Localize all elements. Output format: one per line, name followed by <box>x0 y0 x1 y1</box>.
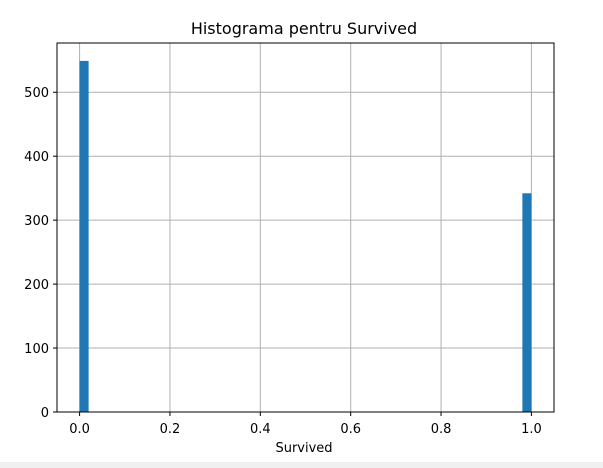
chart-title: Histograma pentru Survived <box>191 19 417 38</box>
x-tick-label: 1.0 <box>521 422 542 437</box>
histogram-bars <box>79 60 532 413</box>
y-tick-label: 400 <box>24 150 49 165</box>
x-tick-label: 0.6 <box>340 422 361 437</box>
histogram-bar <box>522 193 532 412</box>
y-tick-label: 500 <box>24 86 49 101</box>
y-tick-label: 200 <box>24 278 49 293</box>
x-axis-ticks: 0.0 0.2 0.4 0.6 0.8 1.0 <box>69 412 542 437</box>
x-tick-label: 0.2 <box>160 422 181 437</box>
histogram-bar <box>79 60 89 413</box>
y-tick-label: 0 <box>41 406 49 421</box>
x-tick-label: 0.4 <box>250 422 271 437</box>
y-tick-label: 300 <box>24 214 49 229</box>
x-tick-label: 0.8 <box>431 422 452 437</box>
x-tick-label: 0.0 <box>69 422 90 437</box>
y-tick-label: 100 <box>24 342 49 357</box>
window-bottom-strip <box>0 462 603 468</box>
y-axis-ticks: 0 100 200 300 400 500 <box>24 86 57 421</box>
plot-frame <box>56 42 555 413</box>
x-axis-label: Survived <box>275 441 332 456</box>
grid-lines <box>57 43 554 413</box>
